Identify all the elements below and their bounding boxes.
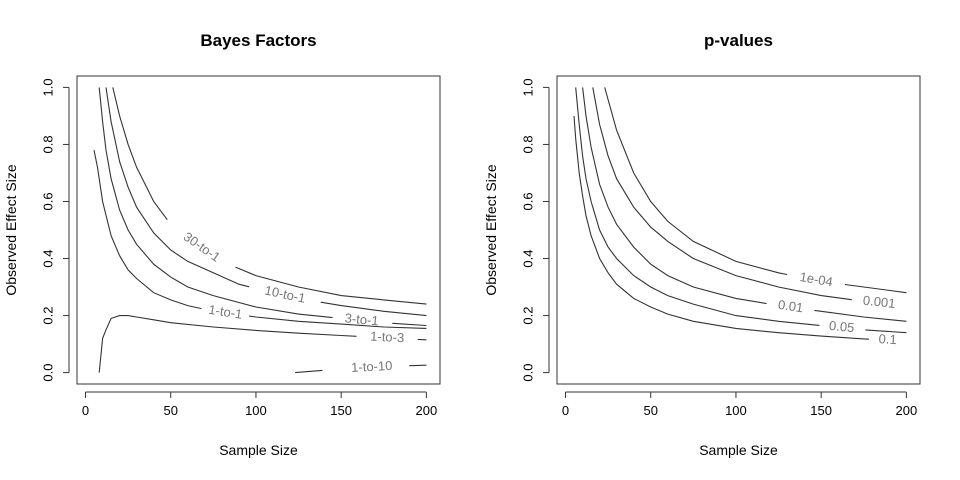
pv-contour-0-05-label: 0.05 [828, 318, 855, 335]
bf-contour-10-to-1-label: 10-to-1 [263, 283, 306, 306]
pv-contour-0-1-label: 0.1 [878, 331, 897, 347]
pv-contour-1e-04-line [844, 283, 907, 294]
bf-plot-frame [76, 75, 441, 385]
bf-contour-1-to-3-label: 1-to-3 [370, 329, 405, 346]
pv-contour-0-01-line [814, 309, 907, 322]
bf-chart-title: Bayes Factors [200, 31, 316, 50]
bf-contour-1-to-10-line [409, 364, 427, 367]
pv-x-tick-label: 0 [562, 403, 569, 418]
pv-y-axis-label: Observed Effect Size [483, 164, 499, 295]
pv-x-tick-label: 200 [896, 403, 918, 418]
bf-y-tick-label: 0.4 [40, 249, 55, 267]
bf-x-tick-label: 50 [163, 403, 177, 418]
bf-contour-10-to-1-line [105, 87, 250, 288]
bf-x-axis-label: Sample Size [219, 442, 298, 458]
pv-y-tick-label: 0.8 [520, 135, 535, 153]
bayes-factors-panel: Bayes Factors Sample Size Observed Effect … [3, 31, 441, 458]
bf-contour-30-to-1-line [112, 87, 168, 221]
bf-x-tick-label: 100 [245, 403, 267, 418]
bf-y-tick-label: 1.0 [40, 78, 55, 96]
pv-y-tick-label: 0.6 [520, 192, 535, 210]
pv-x-tick-label: 150 [810, 403, 832, 418]
pv-contour-0-001-line [592, 87, 852, 301]
pv-y-tick-label: 0.4 [520, 249, 535, 267]
bf-y-axis-label: Observed Effect Size [3, 164, 19, 295]
bf-y-tick-label: 0.2 [40, 307, 55, 325]
pv-chart-title: p-values [704, 31, 773, 50]
bf-contour-1-to-3-line [98, 315, 357, 373]
bf-contour-1-to-1-label: 1-to-1 [207, 302, 243, 322]
pv-x-tick-label: 50 [643, 403, 657, 418]
bf-y-tick-label: 0.0 [40, 364, 55, 382]
pv-contour-0-01-line [582, 87, 767, 305]
pv-contour-1e-04-label: 1e-04 [799, 269, 834, 289]
bf-contour-1-to-1-line [93, 149, 202, 310]
bf-contour-10-to-1-line [320, 301, 427, 317]
bf-x-tick-label: 150 [330, 403, 352, 418]
p-values-panel: p-values Sample Size Observed Effect Size 0… [483, 31, 921, 458]
bf-contour-1-to-10-line [295, 369, 323, 374]
bf-contour-1-to-1-line [249, 315, 427, 329]
pv-contour-0-1-line [573, 115, 869, 340]
bf-contour-3-to-1-label: 3-to-1 [344, 310, 379, 328]
bf-y-tick-label: 0.8 [40, 135, 55, 153]
bf-contour-1-to-10-label: 1-to-10 [351, 358, 393, 375]
pv-y-tick-label: 1.0 [520, 78, 535, 96]
bf-contour-3-to-1-line [98, 87, 333, 319]
bf-x-tick-label: 0 [82, 403, 89, 418]
pv-plot-frame [556, 75, 921, 385]
pv-x-axis-label: Sample Size [699, 442, 778, 458]
pv-y-tick-label: 0.2 [520, 307, 535, 325]
pv-x-tick-label: 100 [725, 403, 747, 418]
pv-contour-0-001-label: 0.001 [862, 293, 896, 311]
bf-y-tick-label: 0.6 [40, 192, 55, 210]
bf-x-tick-label: 200 [416, 403, 438, 418]
pv-contour-0-05-line [865, 329, 907, 334]
pv-contour-0-01-label: 0.01 [777, 297, 804, 315]
pv-contour-1e-04-line [604, 87, 788, 276]
bf-contour-30-to-1-line [235, 266, 427, 305]
bf-contour-30-to-1-label: 30-to-1 [181, 229, 223, 265]
pv-contour-0-05-line [575, 87, 820, 326]
pv-y-tick-label: 0.0 [520, 364, 535, 382]
bf-contour-3-to-1-line [392, 322, 427, 327]
